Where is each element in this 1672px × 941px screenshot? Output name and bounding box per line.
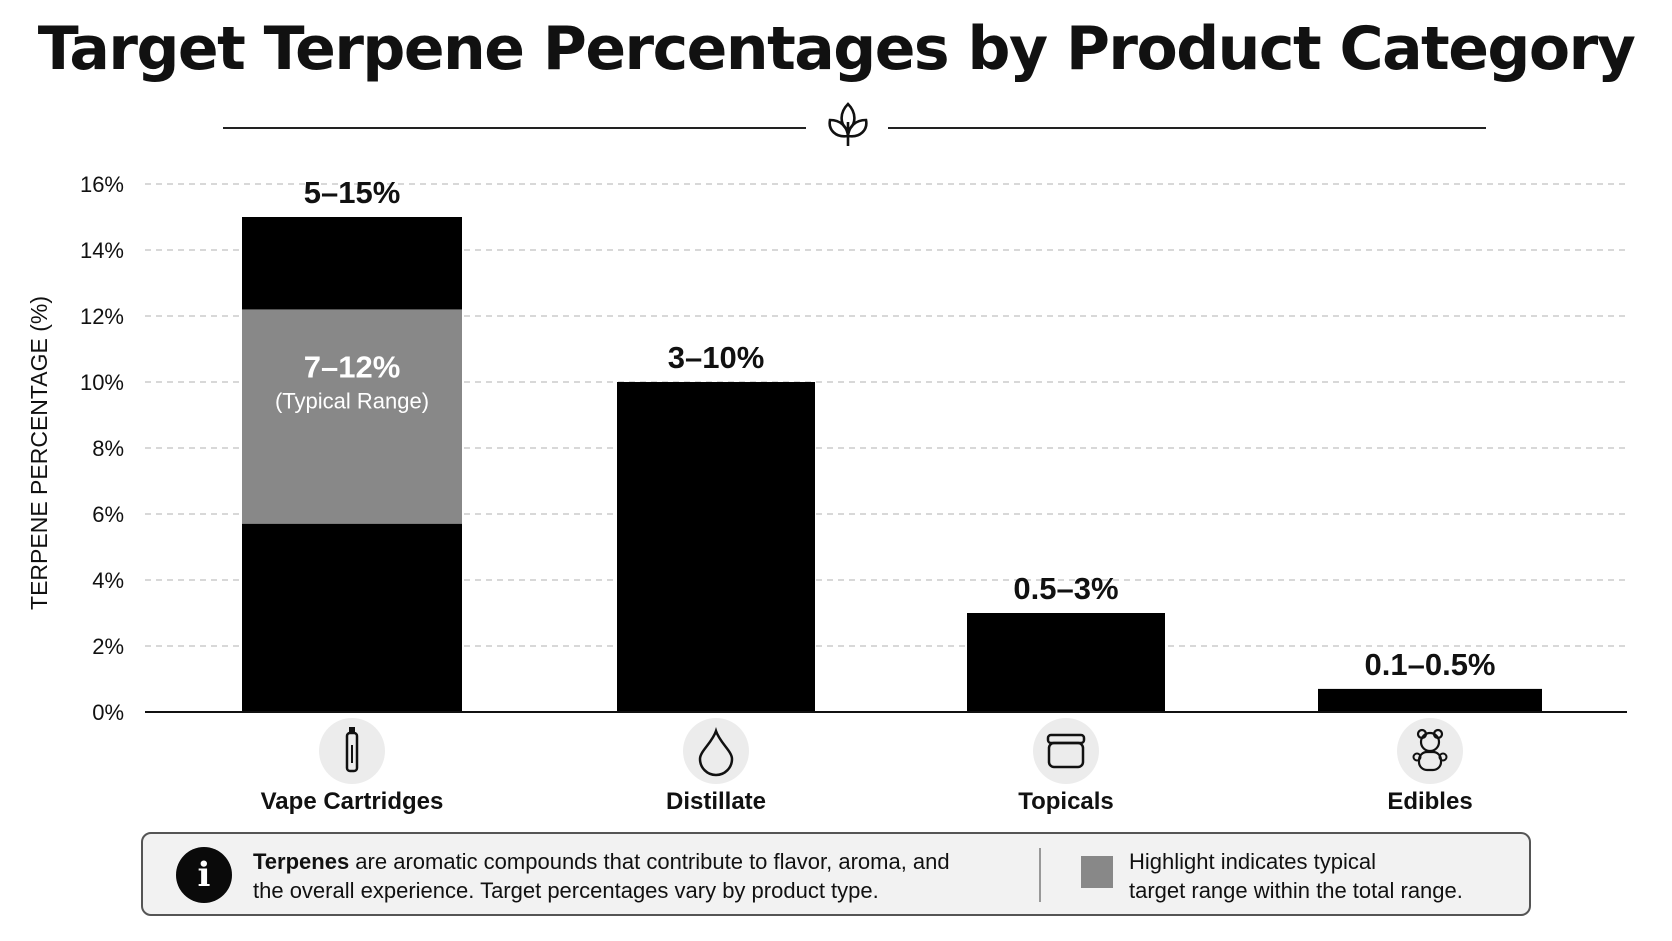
footnote-line-2: the overall experience. Target percentag…: [253, 878, 879, 903]
legend-line-1: Highlight indicates typical: [1129, 849, 1377, 874]
y-tick-label: 16%: [80, 172, 124, 197]
category-icon-badge: [683, 718, 749, 784]
bar-range-label: 0.1–0.5%: [1365, 647, 1496, 682]
y-tick-label: 10%: [80, 370, 124, 395]
category-icon-badge: [1033, 718, 1099, 784]
bar-range-label: 5–15%: [304, 175, 401, 210]
droplet-icon: [698, 727, 734, 777]
bar-chart: 0% 2% 4% 6% 8% 10% 12% 14% 16% TERPENE PERCENTAGE…: [26, 172, 1627, 815]
y-tick-label: 14%: [80, 238, 124, 263]
typical-range-sublabel: (Typical Range): [275, 389, 429, 414]
x-category-label: Vape Cartridges: [261, 788, 444, 815]
x-category-label: Topicals: [1018, 788, 1114, 815]
chart-title: Target Terpene Percentages by Product Ca…: [37, 14, 1636, 84]
gummy-bear-icon: [1412, 728, 1448, 772]
footnote-box: i Terpenes are aromatic compounds that c…: [141, 832, 1531, 916]
info-icon: i: [176, 847, 232, 903]
typical-range-highlight: [242, 309, 462, 524]
y-tick-label: 12%: [80, 304, 124, 329]
title-divider-right: [888, 127, 1486, 129]
footnote-bold-term: Terpenes: [253, 849, 350, 874]
bar-range-label: 0.5–3%: [1013, 571, 1118, 606]
bar-range-label: 3–10%: [668, 340, 765, 375]
title-divider-left: [223, 127, 806, 129]
footnote-text: Terpenes are aromatic compounds that con…: [253, 847, 1043, 905]
leaf-icon: [828, 102, 868, 146]
legend-line-2: target range within the total range.: [1129, 878, 1463, 903]
highlight-legend-swatch: [1081, 856, 1113, 888]
bar-topicals: [967, 613, 1165, 712]
typical-range-label: 7–12%: [304, 350, 401, 385]
y-tick-label: 2%: [92, 634, 124, 659]
highlight-legend-text: Highlight indicates typical target range…: [1129, 847, 1509, 905]
jar-icon: [1046, 733, 1086, 769]
footnote-divider: [1039, 848, 1041, 902]
footnote-line-1: are aromatic compounds that contribute t…: [349, 849, 950, 874]
bar-edibles: [1318, 688, 1542, 712]
y-axis-title: TERPENE PERCENTAGE (%): [26, 296, 52, 610]
y-tick-label: 0%: [92, 700, 124, 725]
y-tick-label: 8%: [92, 436, 124, 461]
vape-pen-icon: [345, 727, 359, 773]
y-tick-label: 6%: [92, 502, 124, 527]
x-category-label: Edibles: [1387, 788, 1472, 815]
bar-distillate: [617, 382, 815, 712]
y-tick-label: 4%: [92, 568, 124, 593]
x-category-label: Distillate: [666, 788, 766, 815]
